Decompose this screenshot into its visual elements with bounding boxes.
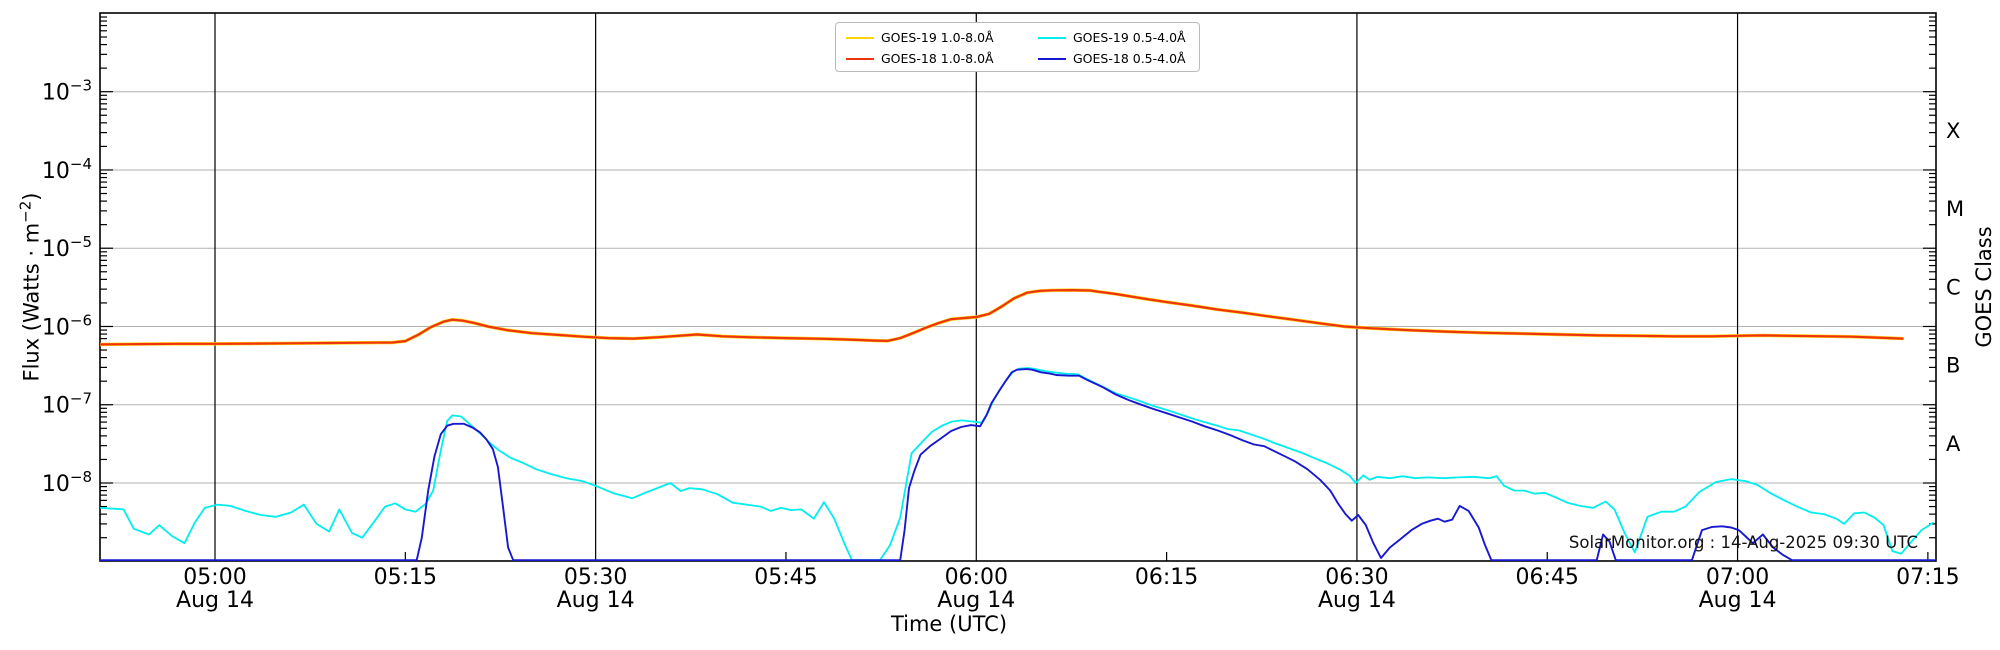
x-tick-label: 07:00	[1706, 565, 1769, 590]
x-axis-label-time: Time (UTC)	[890, 612, 1008, 636]
y-axis-label-flux-sup: −2	[16, 200, 35, 223]
horizontal-gridlines	[100, 91, 1936, 484]
y-axis-label-flux-post: )	[19, 192, 44, 201]
x-tick-date-label: Aug 14	[1318, 588, 1396, 613]
legend-item-goes19-long: GOES-19 1.0-8.0Å	[846, 30, 994, 46]
y-ticks	[100, 16, 1936, 539]
y-tick-label: 10−4	[42, 155, 92, 184]
x-tick-date-label: Aug 14	[557, 588, 635, 613]
goes-class-letter: M	[1946, 197, 1964, 221]
solarmonitor-watermark: SolarMonitor.org : 14-Aug-2025 09:30 UTC	[1568, 533, 1918, 552]
legend-swatch-goes19-long-line	[846, 37, 874, 39]
legend-box: GOES-19 1.0-8.0Å GOES-19 0.5-4.0Å GOES-1…	[835, 22, 1200, 72]
y-axis-label-goes-class: GOES Class	[1972, 226, 1996, 348]
x-tick-label: 05:45	[754, 565, 817, 590]
x-tick-date-label: Aug 14	[176, 588, 254, 613]
y-tick-labels: 10−3 10−4 10−5 10−6 10−7 10−8	[42, 77, 92, 497]
legend-item-goes18-long: GOES-18 1.0-8.0Å	[846, 51, 994, 67]
y-axis-label-flux-pre: Flux (Watts · m	[19, 222, 44, 382]
series-line-goes-19-0-5-4-0-	[100, 367, 1934, 561]
x-tick-label: 06:30	[1325, 565, 1388, 590]
legend-swatch-goes18-long-line	[846, 58, 874, 60]
x-tick-label: 05:00	[183, 565, 246, 590]
legend-item-goes18-short: GOES-18 0.5-4.0Å	[1038, 51, 1186, 67]
legend-label: GOES-18 1.0-8.0Å	[881, 51, 994, 66]
legend-label: GOES-18 0.5-4.0Å	[1073, 51, 1186, 66]
series-lines	[100, 288, 1936, 561]
vertical-gridlines	[214, 13, 1739, 561]
goes-class-letter: C	[1946, 275, 1961, 299]
x-tick-label: 06:15	[1135, 565, 1198, 590]
legend-swatch-goes18-short-line	[1038, 58, 1066, 60]
x-tick-date-label: Aug 14	[937, 588, 1015, 613]
x-tick-label: 07:15	[1896, 565, 1959, 590]
goes-class-letters: X M C B A	[1946, 119, 1964, 456]
x-tick-label: 05:15	[374, 565, 437, 590]
y-tick-label: 10−8	[42, 468, 92, 497]
goes-class-letter: A	[1946, 432, 1961, 456]
y-axis-label-flux: Flux (Watts · m−2)	[17, 192, 44, 381]
goes-class-letter: B	[1946, 354, 1960, 378]
plot-frame	[99, 12, 1937, 562]
legend-label: GOES-19 1.0-8.0Å	[881, 30, 994, 45]
x-tick-label: 06:00	[945, 565, 1008, 590]
legend-swatch-goes19-short-line	[1038, 37, 1066, 39]
series-line-goes-18-1-0-8-0-	[100, 289, 1904, 346]
y-tick-label: 10−3	[42, 77, 92, 106]
series-line-goes-18-0-5-4-0-	[100, 368, 1936, 561]
goes-class-letter: X	[1946, 119, 1960, 143]
x-tick-date-label: Aug 14	[1699, 588, 1777, 613]
y-tick-label: 10−6	[42, 311, 92, 340]
legend-label: GOES-19 0.5-4.0Å	[1073, 30, 1186, 45]
x-tick-label: 06:45	[1516, 565, 1579, 590]
y-tick-label: 10−7	[42, 390, 92, 419]
y-tick-label: 10−5	[42, 233, 92, 262]
x-tick-label: 05:30	[564, 565, 627, 590]
legend-item-goes19-short: GOES-19 0.5-4.0Å	[1038, 30, 1186, 46]
